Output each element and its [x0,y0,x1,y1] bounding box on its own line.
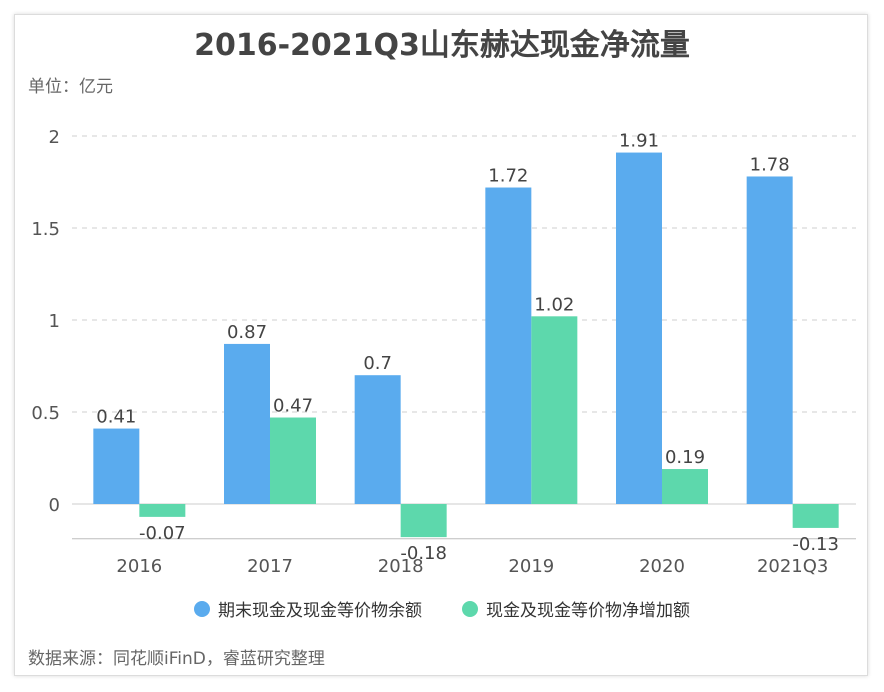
y-axis-ticks: 0 0.5 1 1.5 2 [31,127,60,516]
data-label-increase-2019: 1.02 [534,294,574,315]
legend-item-increase[interactable]: 现金及现金等价物净增加额 [462,596,690,621]
data-source: 数据来源：同花顺iFinD，睿蓝研究整理 [28,649,325,669]
x-tick-label: 2020 [639,556,685,577]
legend-marker-balance [194,600,210,617]
data-label-balance-2017: 0.87 [227,322,267,343]
data-label-increase-2016: -0.07 [139,523,186,544]
legend-label-increase: 现金及现金等价物净增加额 [486,601,690,621]
data-label-balance-2019: 1.72 [488,166,528,187]
data-label-increase-2020: 0.19 [665,447,705,468]
y-tick-label: 0.5 [31,403,60,424]
data-label-increase-2018: -0.18 [400,543,447,564]
data-label-balance-2020: 1.91 [619,131,659,152]
bar-increase-2017[interactable] [270,417,316,504]
unit-label: 单位：亿元 [28,77,113,97]
data-label-increase-2021Q3: -0.13 [792,534,839,555]
bar-increase-2018[interactable] [400,504,447,538]
x-tick-label: 2019 [508,556,554,577]
bar-increase-2021Q3[interactable] [792,504,839,528]
x-axis-ticks: 2016 2017 2018 2019 2020 2021Q3 [116,556,828,577]
data-label-balance-2018: 0.7 [363,353,392,374]
bar-balance-2020[interactable] [616,152,662,504]
bar-increase-2020[interactable] [662,469,708,504]
bars [93,152,839,538]
bar-balance-2018[interactable] [354,375,401,504]
bar-balance-2017[interactable] [224,343,270,504]
x-tick-label: 2017 [247,556,293,577]
y-tick-label: 1.5 [31,219,60,240]
chart-title: 2016-2021Q3山东赫达现金净流量 [194,28,690,63]
bar-increase-2016[interactable] [139,504,186,517]
grid-lines [72,135,856,540]
legend-label-balance: 期末现金及现金等价物余额 [218,601,422,621]
y-tick-label: 2 [49,127,60,148]
bar-increase-2019[interactable] [531,316,578,504]
x-tick-label: 2021Q3 [757,556,828,577]
legend-marker-increase [462,600,478,617]
y-tick-label: 1 [49,311,60,332]
data-label-balance-2016: 0.41 [96,407,136,428]
data-labels: 0.41 -0.07 0.87 0.47 0.7 -0.18 1.72 1.02 1.91 0.1… [96,131,839,565]
bar-balance-2016[interactable] [93,428,140,504]
x-tick-label: 2018 [378,556,424,577]
legend: 期末现金及现金等价物余额 现金及现金等价物净增加额 [0,596,884,621]
bar-balance-2021Q3[interactable] [746,176,793,505]
y-tick-label: 0 [49,495,60,516]
bar-balance-2019[interactable] [485,187,532,504]
data-label-balance-2021Q3: 1.78 [750,154,790,175]
x-tick-label: 2016 [116,556,162,577]
chart-frame [14,14,868,676]
data-label-increase-2017: 0.47 [273,396,313,417]
legend-item-balance[interactable]: 期末现金及现金等价物余额 [194,596,422,621]
